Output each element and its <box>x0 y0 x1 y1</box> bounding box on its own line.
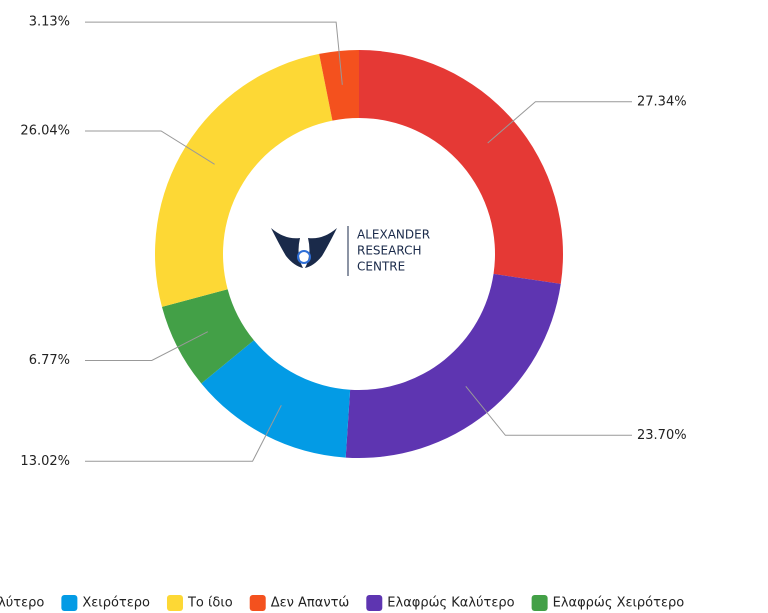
logo-text: RESEARCH <box>357 244 421 258</box>
donut-segment <box>359 50 563 284</box>
legend-swatch <box>366 595 383 611</box>
data-label: 3.13% <box>29 15 70 30</box>
legend-label: Το ίδιο <box>187 596 233 611</box>
legend-label: Δεν Απαντώ <box>271 596 350 611</box>
legend-label: Ελαφρώς Καλύτερο <box>387 596 514 611</box>
data-label: 27.34% <box>637 94 687 109</box>
logo-text: CENTRE <box>357 260 405 274</box>
leader-line <box>85 130 215 165</box>
legend-label: Ελαφρώς Χειρότερο <box>553 596 685 611</box>
leader-line <box>487 101 632 144</box>
legend: Καλύτερο Χειρότερο Το ίδιο Δεν Απαντώ Ελαφρώ… <box>0 595 684 611</box>
leader-line <box>465 385 632 436</box>
donut-segment <box>319 50 359 121</box>
logo-eye <box>297 250 311 264</box>
data-label: 23.70% <box>637 428 687 443</box>
legend-swatch <box>531 595 548 611</box>
legend-label: Καλύτερο <box>0 596 44 611</box>
leader-line <box>85 404 282 462</box>
logo-wing <box>271 228 303 268</box>
donut-segment <box>155 53 333 307</box>
logo-text: ALEXANDER <box>357 228 430 242</box>
donut: 27.34% 23.70% 13.02% 6.77% 26.04% 3.13% <box>20 15 686 469</box>
leader-line <box>85 21 343 85</box>
leader-line <box>85 331 209 361</box>
data-label: 26.04% <box>20 124 70 139</box>
logo-wing <box>305 228 337 268</box>
legend-swatch <box>166 595 183 611</box>
data-label: 6.77% <box>29 353 70 368</box>
logo: ALEXANDER RESEARCH CENTRE <box>271 226 430 276</box>
legend-swatch <box>61 595 78 611</box>
data-label: 13.02% <box>20 454 70 469</box>
donut-segment <box>201 340 351 458</box>
legend-swatch <box>249 595 266 611</box>
donut-segment <box>161 289 254 384</box>
donut-segment <box>345 273 561 458</box>
legend-label: Χειρότερο <box>82 596 150 611</box>
